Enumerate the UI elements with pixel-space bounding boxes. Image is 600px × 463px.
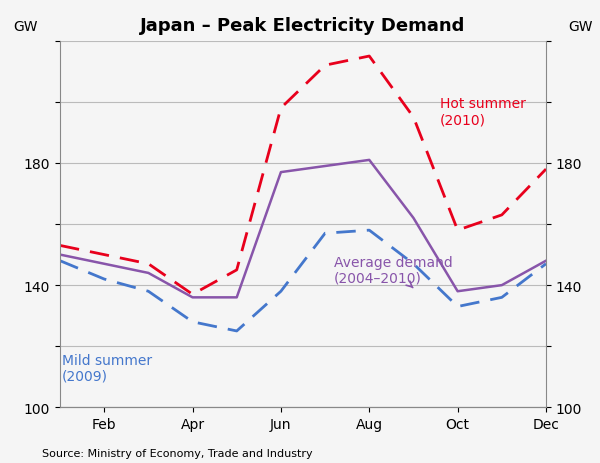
Text: GW: GW <box>568 20 592 34</box>
Text: Mild summer
(2009): Mild summer (2009) <box>62 353 152 383</box>
Title: Japan – Peak Electricity Demand: Japan – Peak Electricity Demand <box>140 17 466 35</box>
Text: Source: Ministry of Economy, Trade and Industry: Source: Ministry of Economy, Trade and I… <box>42 448 313 458</box>
Text: Hot summer
(2010): Hot summer (2010) <box>440 97 526 127</box>
Text: Average demand
(2004–2010): Average demand (2004–2010) <box>334 255 452 288</box>
Text: GW: GW <box>14 20 38 34</box>
